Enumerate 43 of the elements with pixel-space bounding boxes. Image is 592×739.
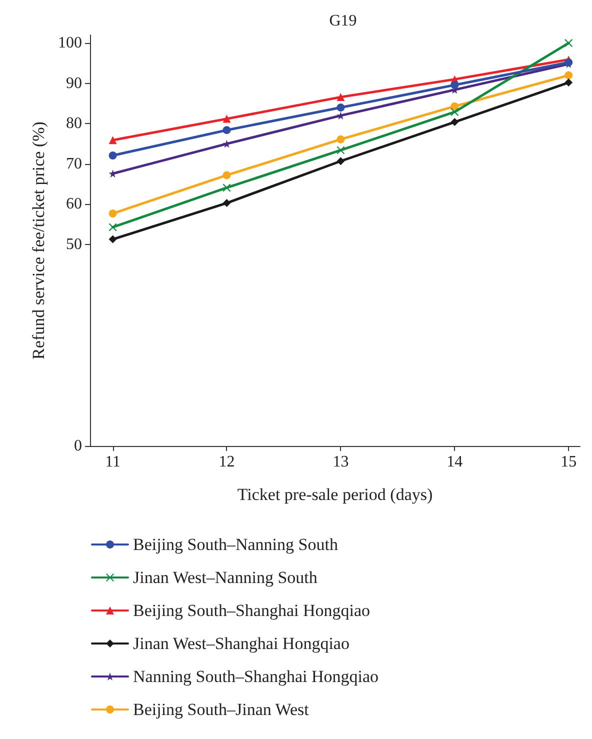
legend-label: Beijing South–Jinan West (133, 700, 310, 719)
legend-label: Jinan West–Shanghai Hongqiao (133, 634, 350, 653)
point (336, 146, 345, 154)
point (564, 78, 573, 87)
point (450, 118, 459, 126)
y-tick-label: 50 (66, 236, 82, 254)
point (336, 93, 345, 102)
point (108, 235, 117, 244)
point (222, 184, 231, 192)
point (336, 104, 345, 112)
point (108, 223, 117, 232)
point (108, 136, 117, 144)
y-axis-title: Refund service fee/ticket price (%) (29, 122, 48, 360)
x-axis-title: Ticket pre-sale period (days) (237, 485, 433, 504)
x-tick-label: 11 (105, 454, 120, 470)
point (336, 157, 345, 166)
point (222, 199, 231, 208)
point (222, 171, 231, 180)
y-tick-label: 0 (74, 438, 82, 454)
point (450, 108, 459, 116)
legend-label: Jinan West–Nanning South (133, 568, 318, 587)
legend-label: Beijing South–Shanghai Hongqiao (133, 601, 370, 620)
point (108, 151, 117, 160)
y-tick-label: 70 (66, 155, 82, 172)
legend-label: Nanning South–Shanghai Hongqiao (133, 667, 379, 686)
y-tick-label: 100 (58, 34, 82, 52)
point (222, 114, 231, 123)
point (450, 102, 459, 110)
point (450, 80, 459, 89)
y-tick-label: 90 (66, 74, 82, 92)
point (336, 135, 345, 144)
y-tick-label: 60 (66, 196, 82, 213)
x-tick-label: 12 (218, 454, 235, 470)
chart-title: G19 (329, 12, 357, 30)
point (222, 126, 231, 134)
legend-label: Beijing South–Nanning South (133, 535, 338, 554)
point (564, 39, 573, 48)
point (564, 71, 573, 80)
y-tick-label: 80 (66, 115, 82, 132)
x-tick-label: 14 (446, 454, 463, 470)
x-tick-label: 15 (560, 454, 577, 470)
x-tick-label: 13 (332, 454, 349, 470)
point (108, 210, 117, 218)
